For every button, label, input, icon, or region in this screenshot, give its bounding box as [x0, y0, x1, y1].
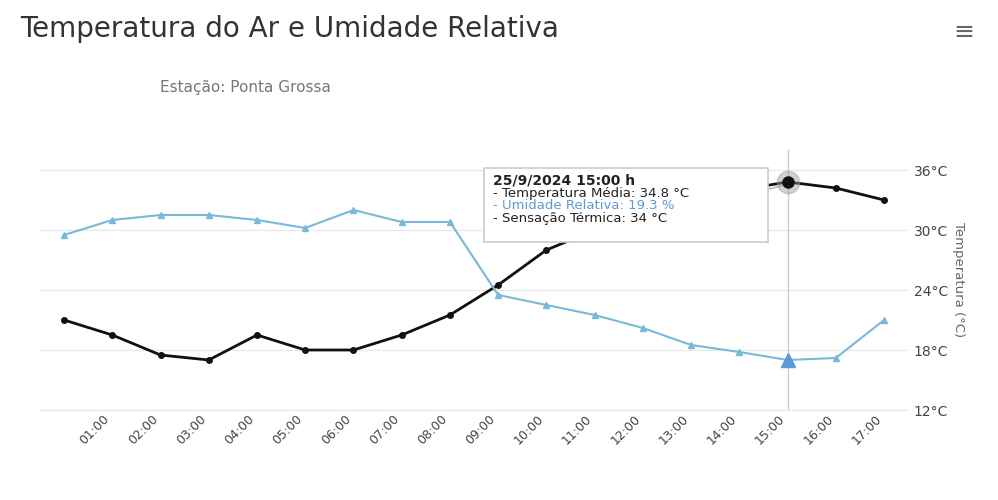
Text: ≡: ≡	[953, 20, 974, 44]
Y-axis label: Temperatura (°C): Temperatura (°C)	[952, 222, 965, 338]
Text: Temperatura do Ar e Umidade Relativa: Temperatura do Ar e Umidade Relativa	[20, 15, 559, 43]
Text: - Sensação Térmica: 34 °C: - Sensação Térmica: 34 °C	[493, 212, 668, 225]
Text: - Temperatura Média: 34.8 °C: - Temperatura Média: 34.8 °C	[493, 187, 690, 200]
FancyBboxPatch shape	[484, 168, 768, 242]
Text: 25/9/2024 15:00 h: 25/9/2024 15:00 h	[493, 174, 636, 188]
Text: Estação: Ponta Grossa: Estação: Ponta Grossa	[160, 80, 330, 95]
Text: - Umidade Relativa: 19.3 %: - Umidade Relativa: 19.3 %	[493, 199, 675, 212]
